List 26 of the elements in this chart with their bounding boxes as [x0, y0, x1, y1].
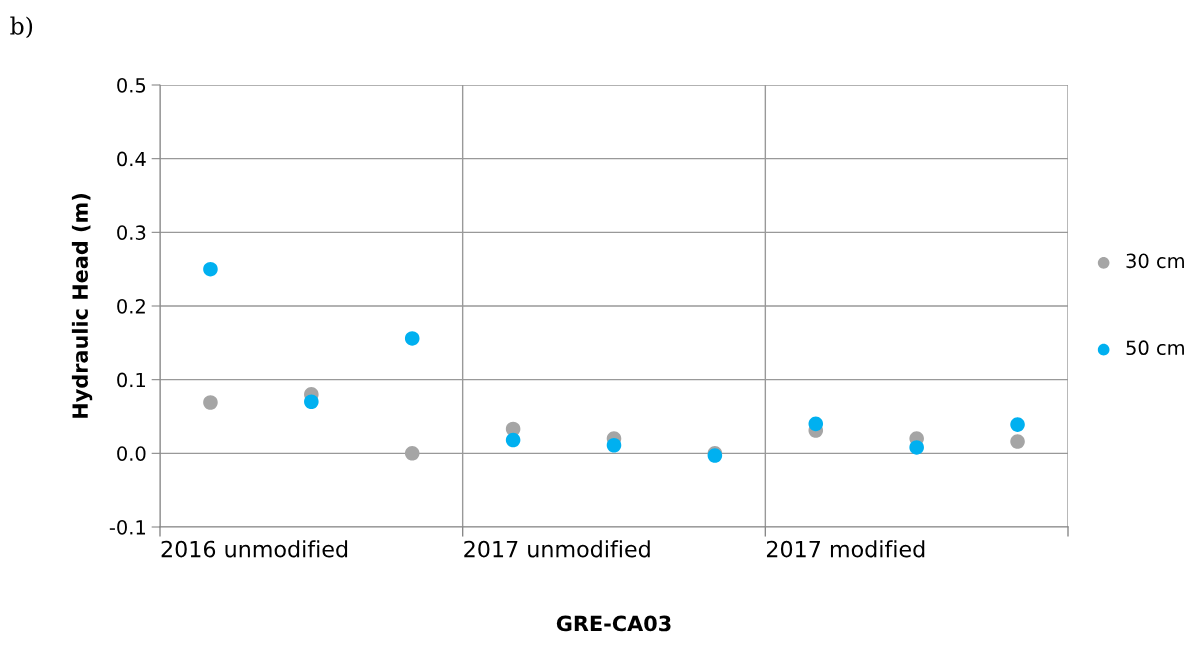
x-axis-title: GRE-CA03	[556, 615, 671, 632]
point	[1010, 417, 1025, 432]
point	[404, 331, 420, 346]
y-tick-label: 0.2	[117, 298, 145, 314]
text: 2017 modified	[766, 540, 925, 558]
point	[203, 395, 218, 410]
y-tick-label: 0.5	[117, 77, 146, 93]
y-tick-label: 0.1	[117, 372, 146, 388]
text: 2016 unmodified	[161, 540, 348, 558]
text: 2017 unmodified	[464, 540, 650, 558]
point	[909, 440, 924, 455]
y-axis-title: Hydraulic Head (m)	[71, 194, 93, 418]
y-tick-label: 0.4	[117, 151, 146, 167]
text: b)	[10, 16, 33, 39]
point	[808, 416, 824, 432]
point	[505, 432, 521, 448]
y-tick-label: 0.0	[117, 446, 146, 461]
point	[203, 261, 218, 277]
point	[304, 394, 319, 410]
point	[1010, 434, 1025, 449]
legend-label: 50 cm	[1126, 340, 1184, 356]
y-tick-label: 0.3	[117, 225, 146, 240]
point	[404, 446, 420, 461]
point	[606, 437, 622, 453]
y-tick-label: -0.1	[109, 519, 146, 535]
legend-label: 30 cm	[1126, 253, 1184, 269]
